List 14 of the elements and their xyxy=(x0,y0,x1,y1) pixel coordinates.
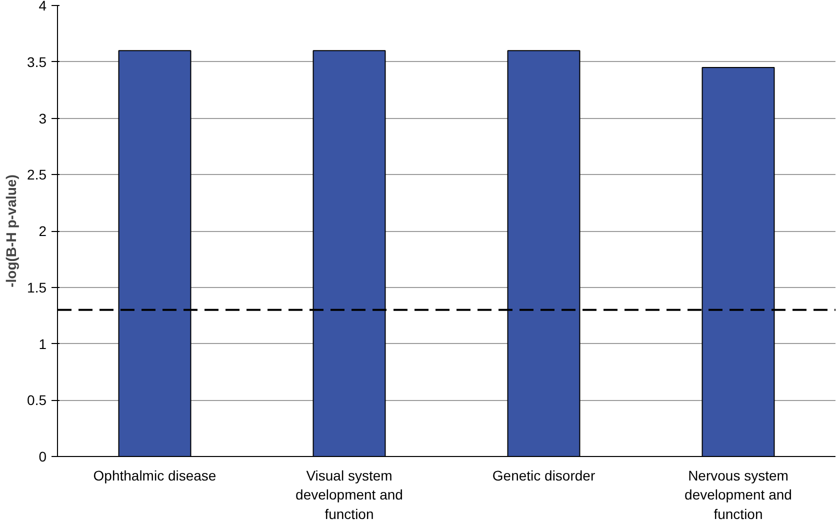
x-tick-label: Ophthalmic disease xyxy=(93,468,216,484)
y-tick-label: 2 xyxy=(38,223,47,239)
y-tick-label: 4 xyxy=(38,0,47,14)
y-tick-label: 1 xyxy=(38,336,47,352)
y-tick-label: 0 xyxy=(38,448,47,464)
x-tick-label: Genetic disorder xyxy=(492,468,596,484)
y-tick-label: 3 xyxy=(38,110,47,126)
y-tick-label: 3.5 xyxy=(27,54,47,70)
y-tick-label: 2.5 xyxy=(27,166,47,183)
y-tick-label: 0.5 xyxy=(27,392,47,408)
x-tick-label: Nervous system development and function xyxy=(684,468,792,522)
y-tick-label: 1.5 xyxy=(27,279,47,296)
x-tick-label: Visual system development and function xyxy=(296,468,403,522)
y-axis-title: -log(B-H p-value) xyxy=(3,174,20,288)
